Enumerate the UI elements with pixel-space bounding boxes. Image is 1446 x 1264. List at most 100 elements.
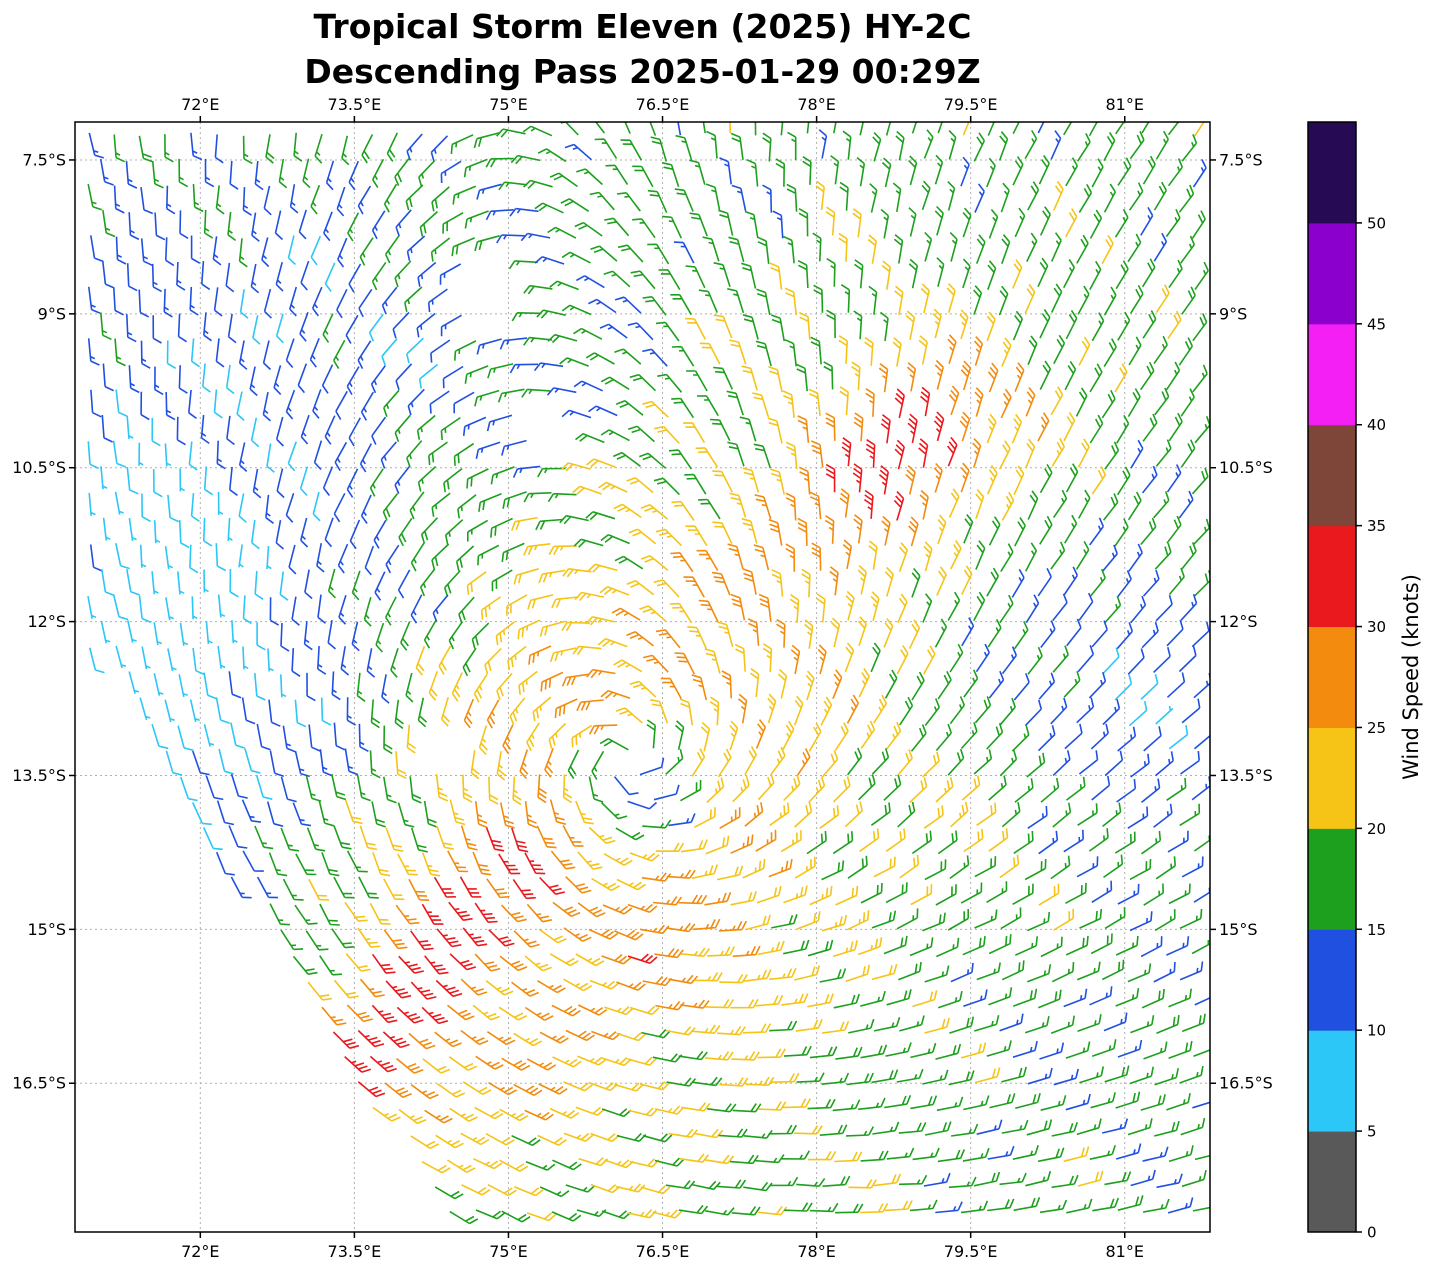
wind-barb [89,544,103,572]
wind-barb [1063,122,1073,136]
wind-barb [369,468,384,497]
wind-barb [815,180,825,210]
wind-barb [1050,232,1062,262]
wind-barb [668,813,696,827]
wind-barb [249,366,258,397]
wind-barb [675,720,685,750]
wind-barb [1079,909,1103,929]
wind-barb [898,542,909,572]
wind-barb [963,828,984,853]
axes [69,116,1216,1238]
wind-barb [449,1107,478,1122]
wind-barb [769,967,797,981]
wind-barb [922,751,940,778]
wind-barb [948,1070,975,1086]
wind-barb [346,1004,374,1023]
wind-barb [859,828,880,852]
wind-barb [332,1031,360,1049]
wind-barb [719,973,748,984]
wind-barb [202,363,211,393]
wind-barb [533,362,564,372]
wind-barb [547,333,578,344]
wind-barb [712,470,733,493]
wind-barb [460,1029,489,1046]
wind-barb [513,568,539,585]
wind-barb [830,155,840,185]
wind-barb [1026,911,1051,932]
wind-barb [383,725,393,755]
wind-barb [280,827,300,852]
wind-barb [532,696,552,722]
wind-barb [924,859,947,881]
wind-barb [419,568,436,597]
wind-barb [357,340,372,369]
wind-barb [263,288,272,319]
wind-barb [591,877,620,892]
wind-barb [975,234,986,264]
wind-barb [213,287,223,317]
wind-barb [348,160,360,191]
wind-barb [327,568,336,599]
wind-barb [115,645,127,669]
wind-barb [204,158,215,188]
wind-barb [845,1126,875,1137]
wind-barb [359,978,385,998]
wind-barb [177,313,188,343]
wind-barb [374,571,386,601]
wind-barb [986,465,998,495]
wind-barb [947,591,961,621]
wind-barb [711,571,731,596]
wind-barb [291,648,301,677]
wind-barb [1078,336,1091,366]
wind-barb [371,801,386,828]
wind-barb [444,519,464,545]
wind-barb [333,979,359,999]
wind-barb [436,825,454,850]
wind-barb [358,876,379,899]
wind-barb [599,323,628,339]
wind-barb [410,594,423,624]
wind-barb [627,903,658,913]
wind-barb [1103,131,1116,162]
wind-barb [885,828,906,853]
wind-barb [692,1076,723,1087]
wind-barb [268,699,281,727]
wind-barb [1155,594,1173,622]
wind-barb [808,388,821,416]
wind-barb [536,980,566,994]
wind-barb [731,1051,760,1061]
wind-barb [191,596,198,620]
wind-barb [923,1172,951,1187]
wind-barb [421,852,441,877]
colorbar-tick-label: 5 [1367,1123,1377,1141]
wind-barb [615,1183,646,1193]
wind-barb [535,518,564,531]
wind-barb [263,185,272,216]
wind-barb [368,313,384,342]
wind-barb [573,327,603,340]
wind-barb [987,122,995,136]
wind-barb [563,1132,594,1142]
wind-barb [642,1133,673,1143]
wind-barb [395,751,407,780]
wind-barb [713,262,731,287]
wind-barb [999,594,1014,624]
wind-barb [102,363,115,392]
wind-barb [665,1180,696,1190]
wind-barb [1127,963,1152,983]
wind-barb [1078,184,1093,213]
wind-barb [178,519,190,549]
wind-barb [796,748,811,777]
wind-barb [453,391,475,414]
wind-barb [732,945,761,958]
wind-barb [1127,388,1141,418]
wind-barb [1012,156,1024,186]
wind-barb [395,1057,424,1074]
wind-barb [1014,207,1026,238]
wind-barb [559,357,589,367]
wind-barb [499,337,528,350]
wind-barb [1156,1173,1183,1189]
wind-barb [409,491,425,520]
wind-barb [398,1108,427,1125]
wind-barb [230,773,248,799]
